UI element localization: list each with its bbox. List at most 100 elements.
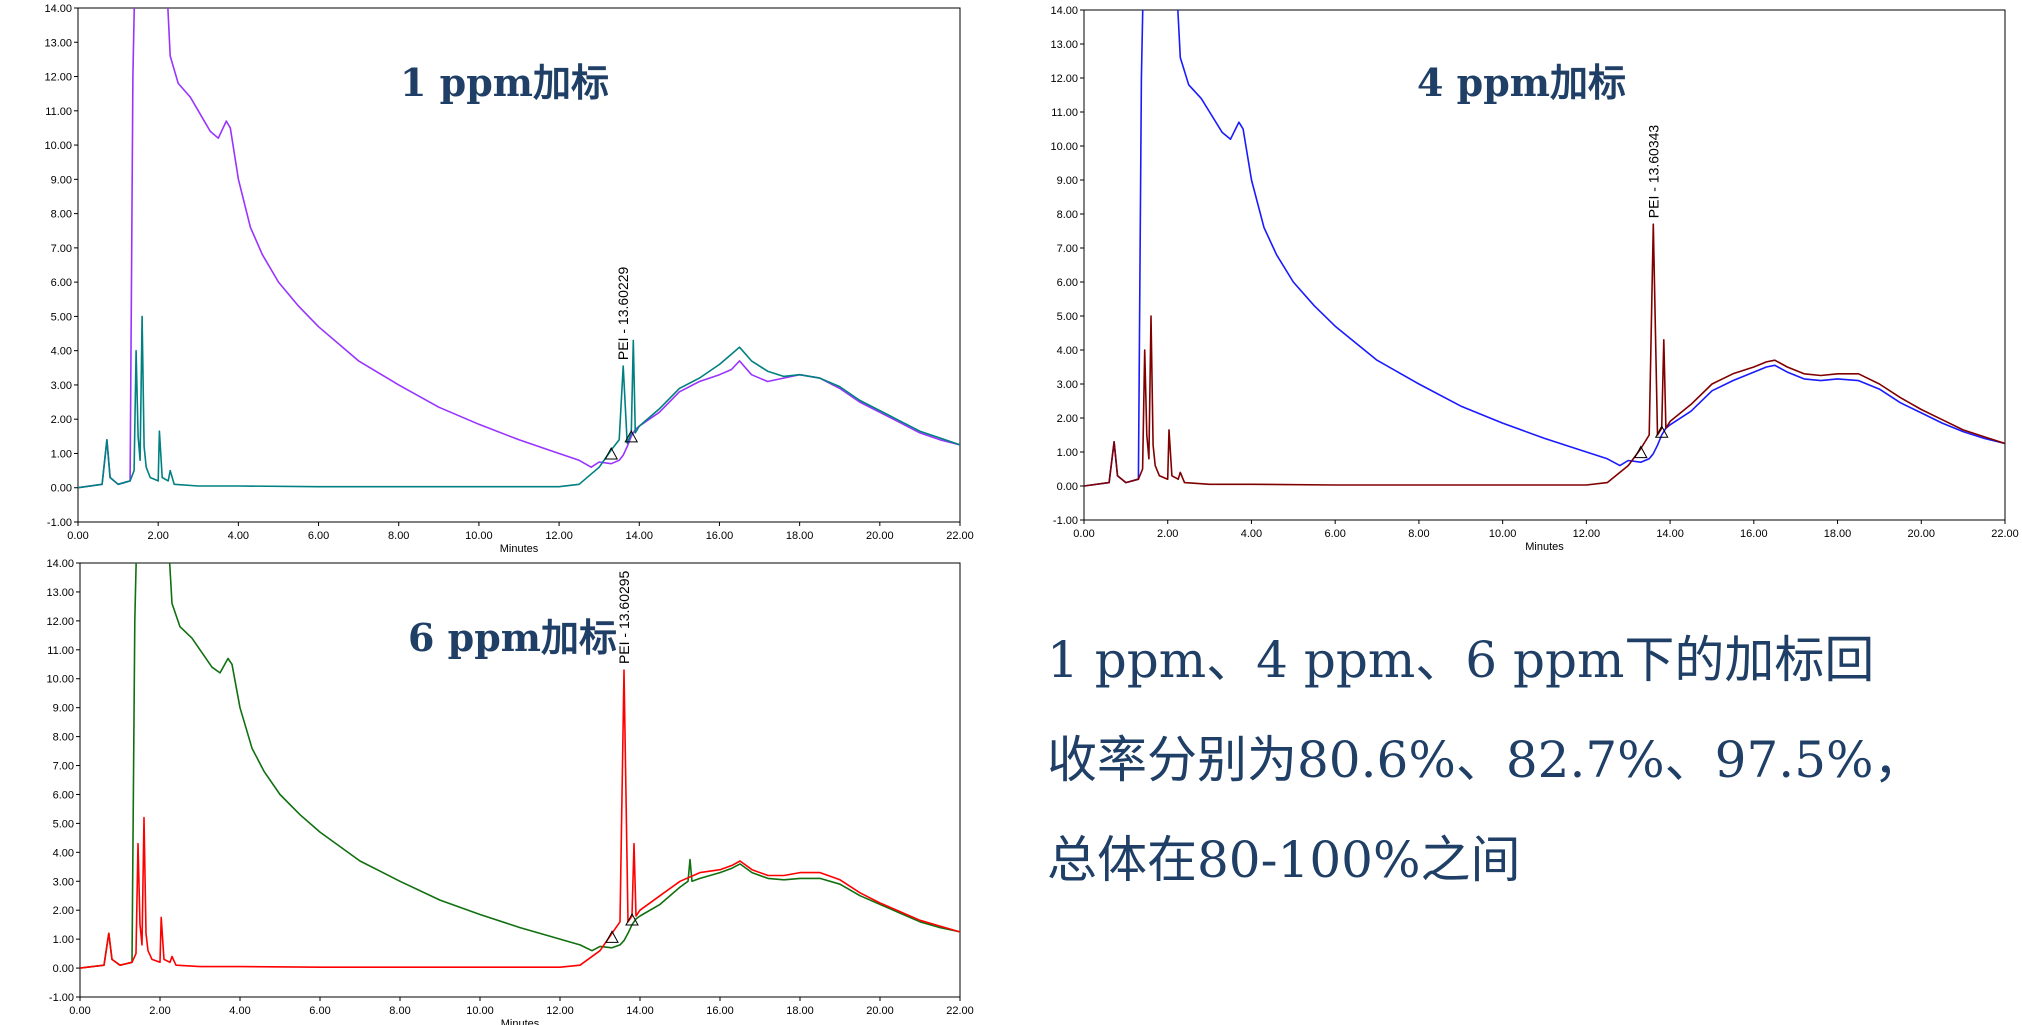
y-tick-label: 6.00 — [51, 277, 72, 289]
y-tick-label: 6.00 — [1057, 277, 1078, 289]
x-tick-label: 4.00 — [1241, 528, 1262, 540]
series-line-2 — [1084, 223, 2005, 487]
y-tick-label: 1.00 — [51, 448, 72, 460]
y-tick-label: 1.00 — [53, 934, 74, 946]
series-line-2 — [78, 315, 960, 489]
y-tick-label: 11.00 — [1051, 107, 1078, 119]
x-tick-label: 10.00 — [1489, 528, 1517, 540]
y-tick-label: 11.00 — [45, 106, 72, 118]
x-tick-label: 12.00 — [546, 1005, 574, 1017]
y-tick-label: 5.00 — [51, 311, 72, 323]
x-tick-label: 22.00 — [946, 1005, 974, 1017]
x-tick-label: 0.00 — [69, 1005, 90, 1017]
integration-marker — [604, 446, 619, 460]
x-tick-label: 10.00 — [466, 1005, 494, 1017]
integration-marker — [624, 429, 639, 443]
x-tick-label: 14.00 — [626, 530, 654, 542]
peak-label: PEI - 13.60295 — [616, 570, 632, 664]
plot-frame — [79, 562, 961, 998]
y-tick-label: 3.00 — [51, 380, 72, 392]
x-axis-label: Minutes — [1525, 541, 1564, 553]
integration-marker — [1633, 445, 1648, 459]
y-tick-label: 3.00 — [53, 876, 74, 888]
x-tick-label: 6.00 — [1324, 528, 1345, 540]
x-tick-label: 16.00 — [706, 530, 734, 542]
x-tick-label: 14.00 — [1656, 528, 1684, 540]
integration-marker — [605, 930, 619, 943]
x-axis-label: Minutes — [501, 1018, 540, 1025]
peak-label: PEI - 13.60229 — [615, 266, 631, 360]
plot-frame — [77, 7, 961, 523]
chromatogram-1ppm: -1.00 0.00 1.00 2.00 3.00 4.00 5.00 6.00 7.00 8.0… — [0, 0, 990, 560]
x-tick-label: 22.00 — [946, 530, 974, 542]
summary-line-1: 1 ppm、4 ppm、6 ppm下的加标回 — [1047, 631, 1875, 689]
y-tick-label: 14.00 — [44, 3, 72, 15]
y-tick-label: 12.00 — [46, 616, 74, 628]
chromatogram-4ppm: -1.00 0.00 1.00 2.00 3.00 4.00 5.00 6.00 7.00 8.0… — [1010, 0, 2018, 560]
y-tick-label: 4.00 — [1057, 345, 1078, 357]
x-tick-label: 16.00 — [1740, 528, 1768, 540]
summary-line-3: 总体在80-100%之间 — [1047, 831, 1521, 889]
x-tick-label: 10.00 — [465, 530, 493, 542]
y-tick-label: 4.00 — [51, 346, 72, 358]
series-line-2 — [80, 669, 960, 969]
x-tick-label: 8.00 — [1408, 528, 1429, 540]
y-tick-label: 10.00 — [44, 140, 72, 152]
y-tick-label: 8.00 — [1057, 209, 1078, 221]
series-line-1 — [80, 563, 960, 969]
peak-label: PEI - 13.60343 — [1645, 125, 1661, 219]
y-tick-label: 14.00 — [1050, 5, 1078, 17]
x-tick-label: 4.00 — [228, 530, 249, 542]
x-tick-label: 14.00 — [626, 1005, 654, 1017]
y-tick-label: 10.00 — [1050, 141, 1078, 153]
x-tick-label: 18.00 — [786, 530, 814, 542]
y-tick-label: 2.00 — [53, 905, 74, 917]
x-tick-label: 20.00 — [866, 530, 894, 542]
x-tick-label: 20.00 — [866, 1005, 894, 1017]
y-tick-label: 0.00 — [53, 963, 74, 975]
integration-marker — [625, 912, 639, 926]
integration-marker — [1654, 425, 1669, 438]
y-tick-label: 4.00 — [53, 847, 74, 859]
y-tick-label: 6.00 — [53, 789, 74, 801]
y-tick-label: 7.00 — [1057, 243, 1078, 255]
x-tick-label: 0.00 — [1073, 528, 1094, 540]
y-tick-label: 0.00 — [51, 483, 72, 495]
y-tick-label: 2.00 — [51, 414, 72, 426]
y-tick-label: -1.00 — [49, 992, 74, 1004]
series-line-1 — [78, 8, 960, 489]
y-tick-label: 9.00 — [53, 703, 74, 715]
y-tick-label: 12.00 — [1050, 73, 1078, 85]
x-tick-label: 22.00 — [1991, 528, 2019, 540]
x-tick-label: 8.00 — [389, 1005, 410, 1017]
y-tick-label: 2.00 — [1057, 413, 1078, 425]
y-tick-label: 9.00 — [1057, 175, 1078, 187]
x-tick-label: 12.00 — [1573, 528, 1601, 540]
y-tick-label: -1.00 — [47, 517, 72, 529]
x-tick-label: 6.00 — [309, 1005, 330, 1017]
series-group — [80, 563, 960, 969]
x-tick-label: 0.00 — [67, 530, 88, 542]
y-tick-label: 8.00 — [51, 209, 72, 221]
x-tick-label: 6.00 — [308, 530, 329, 542]
x-tick-label: 18.00 — [786, 1005, 814, 1017]
x-tick-label: 2.00 — [147, 530, 168, 542]
y-tick-label: 13.00 — [1050, 39, 1078, 51]
y-tick-label: 3.00 — [1057, 379, 1078, 391]
chromatogram-6ppm-plot: -1.000.001.002.003.004.005.006.007.008.0… — [46, 558, 974, 1025]
x-tick-label: 16.00 — [706, 1005, 734, 1017]
series-group — [78, 8, 960, 489]
chromatogram-4ppm-plot: -1.000.001.002.003.004.005.006.007.008.0… — [1050, 5, 2018, 553]
series-group — [1084, 10, 2005, 487]
chart-title-4ppm: 4 ppm加标 — [1417, 60, 1627, 105]
y-tick-label: 7.00 — [51, 243, 72, 255]
y-tick-label: 14.00 — [46, 558, 74, 570]
plot-frame — [1083, 9, 2006, 521]
x-tick-label: 4.00 — [229, 1005, 250, 1017]
y-tick-label: 10.00 — [46, 674, 74, 686]
x-tick-label: 12.00 — [545, 530, 573, 542]
chart-title-1ppm: 1 ppm加标 — [400, 60, 610, 105]
y-tick-label: 11.00 — [47, 645, 74, 657]
x-tick-label: 8.00 — [388, 530, 409, 542]
x-tick-label: 2.00 — [1157, 528, 1178, 540]
